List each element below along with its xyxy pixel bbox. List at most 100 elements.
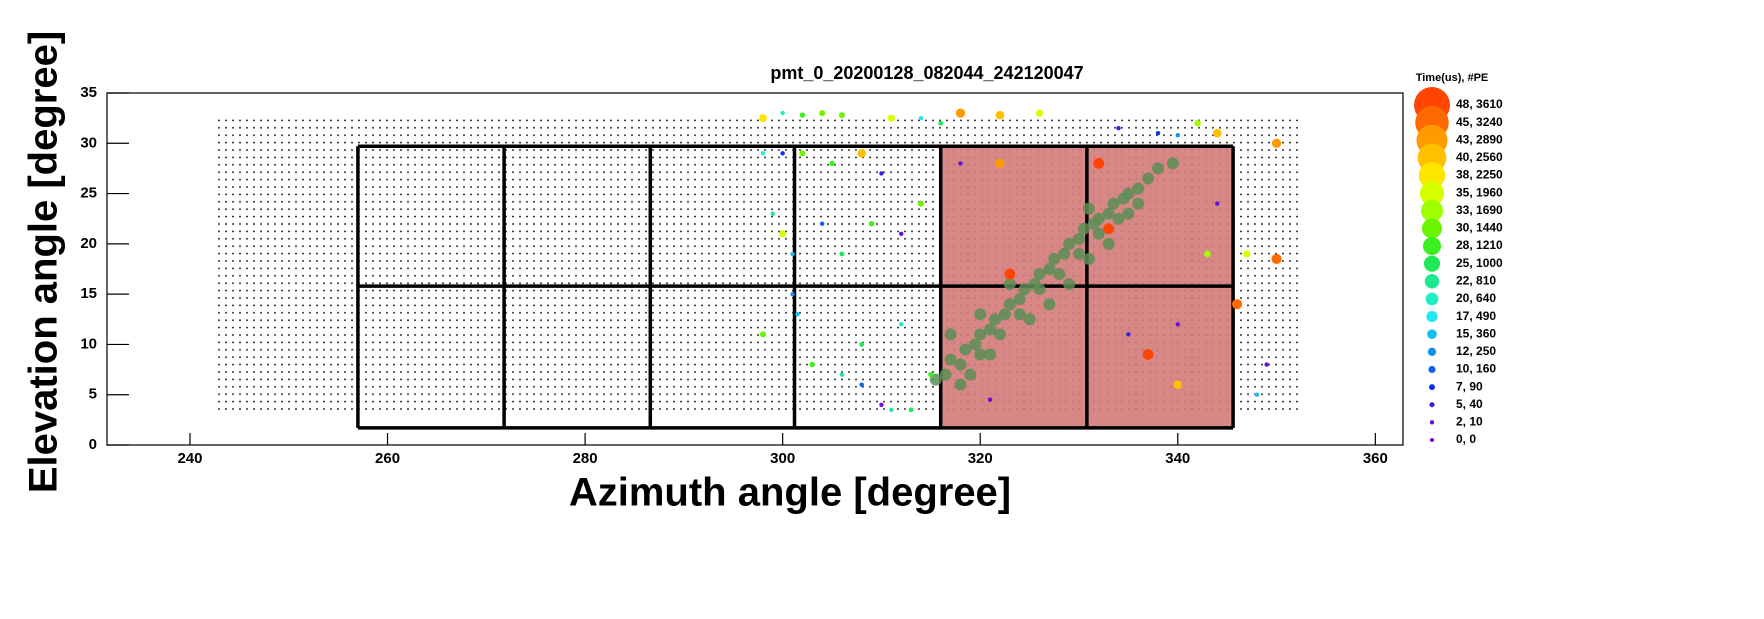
hit — [1232, 299, 1243, 310]
hit — [1093, 158, 1105, 169]
hit — [1173, 380, 1183, 389]
hit — [928, 371, 934, 378]
legend-label: 48, 3610 — [1456, 97, 1503, 111]
track-hit — [954, 358, 967, 371]
hit — [1116, 126, 1121, 131]
hit — [1142, 349, 1154, 360]
legend-label: 0, 0 — [1456, 432, 1476, 446]
hit — [908, 407, 914, 413]
hit — [995, 158, 1005, 169]
track-hit — [1043, 298, 1056, 311]
legend-marker — [1429, 420, 1435, 425]
track-hit — [1092, 227, 1105, 240]
hit — [1175, 133, 1180, 138]
hit — [898, 322, 904, 327]
hit — [1035, 109, 1044, 117]
legend-marker — [1430, 438, 1434, 442]
hit — [819, 221, 825, 226]
track-hit — [1073, 232, 1085, 245]
track-hit — [1003, 298, 1016, 311]
legend-label: 15, 360 — [1456, 326, 1496, 340]
y-tick-label: 30 — [80, 134, 97, 151]
track-hit — [954, 378, 967, 391]
track-hit — [1082, 252, 1095, 265]
track-hit — [974, 328, 987, 341]
legend-label: 2, 10 — [1456, 415, 1483, 429]
hit — [1215, 201, 1220, 206]
hit — [1271, 253, 1282, 264]
track-hit — [989, 313, 1002, 326]
legend-marker — [1425, 292, 1439, 306]
y-tick-label: 20 — [80, 235, 97, 252]
y-tick-label: 5 — [89, 386, 97, 403]
hit — [1126, 332, 1131, 337]
y-tick-label: 15 — [80, 285, 97, 302]
track-hit — [1013, 308, 1026, 321]
chart-title: pmt_0_20200128_082044_242120047 — [770, 63, 1083, 83]
x-tick-label: 340 — [1165, 450, 1190, 467]
hit — [819, 110, 826, 117]
hit — [1175, 322, 1180, 327]
x-tick-label: 240 — [177, 450, 202, 467]
legend-marker — [1424, 274, 1440, 289]
hit — [938, 120, 944, 126]
legend-marker — [1429, 402, 1435, 408]
track-hit — [1063, 278, 1076, 291]
legend-marker — [1418, 162, 1446, 189]
hit — [987, 397, 993, 402]
hit — [879, 402, 884, 407]
track-hit — [974, 348, 987, 361]
legend-label: 45, 3240 — [1456, 115, 1503, 129]
legend-marker — [1427, 329, 1437, 340]
legend-label: 7, 90 — [1456, 379, 1483, 393]
hit — [839, 251, 845, 257]
legend-label: 35, 1960 — [1456, 185, 1503, 199]
track-hit — [1102, 207, 1115, 220]
track-hit — [974, 308, 987, 321]
y-axis-label: Elevation angle [degree] — [22, 31, 66, 493]
x-axis-label: Azimuth angle [degree] — [569, 471, 1011, 515]
track-hit — [993, 328, 1006, 341]
track-hit — [1122, 207, 1135, 220]
hit — [859, 382, 864, 387]
track-hit — [1063, 237, 1076, 250]
legend-marker — [1428, 384, 1436, 391]
legend-label: 40, 2560 — [1456, 150, 1503, 164]
legend-label: 10, 160 — [1456, 362, 1496, 376]
track-hit — [1053, 268, 1066, 281]
hit — [779, 230, 787, 238]
hit — [1103, 223, 1115, 235]
track-hit — [1132, 182, 1145, 195]
legend-label: 12, 250 — [1456, 344, 1496, 358]
hit — [868, 221, 875, 227]
track-hit — [998, 308, 1011, 321]
track-hit — [1023, 313, 1036, 326]
legend-label: 28, 1210 — [1456, 238, 1503, 252]
legend-label: 5, 40 — [1456, 397, 1483, 411]
hit — [1254, 392, 1260, 397]
legend-title: Time(us), #PE — [1416, 72, 1489, 84]
track-hit — [1102, 237, 1115, 250]
track-hit — [1033, 268, 1046, 281]
x-tick-label: 360 — [1363, 450, 1388, 467]
hit — [918, 115, 924, 121]
hit — [1004, 268, 1016, 280]
hit — [760, 151, 766, 156]
x-tick-label: 320 — [968, 450, 993, 467]
legend-label: 22, 810 — [1456, 273, 1496, 287]
y-tick-label: 35 — [80, 84, 97, 101]
legend-label: 20, 640 — [1456, 291, 1496, 305]
track-hit — [1092, 212, 1105, 225]
hit — [958, 161, 963, 166]
y-tick-label: 0 — [89, 436, 97, 453]
hit — [799, 112, 806, 118]
track-hit — [944, 328, 957, 341]
legend-label: 17, 490 — [1456, 309, 1496, 323]
track-hit — [1142, 172, 1155, 185]
hit — [759, 331, 766, 338]
track-hit — [959, 343, 972, 356]
y-tick-label: 25 — [80, 185, 97, 202]
track-hit — [939, 368, 952, 381]
hit — [859, 341, 865, 347]
legend-marker — [1423, 255, 1441, 272]
